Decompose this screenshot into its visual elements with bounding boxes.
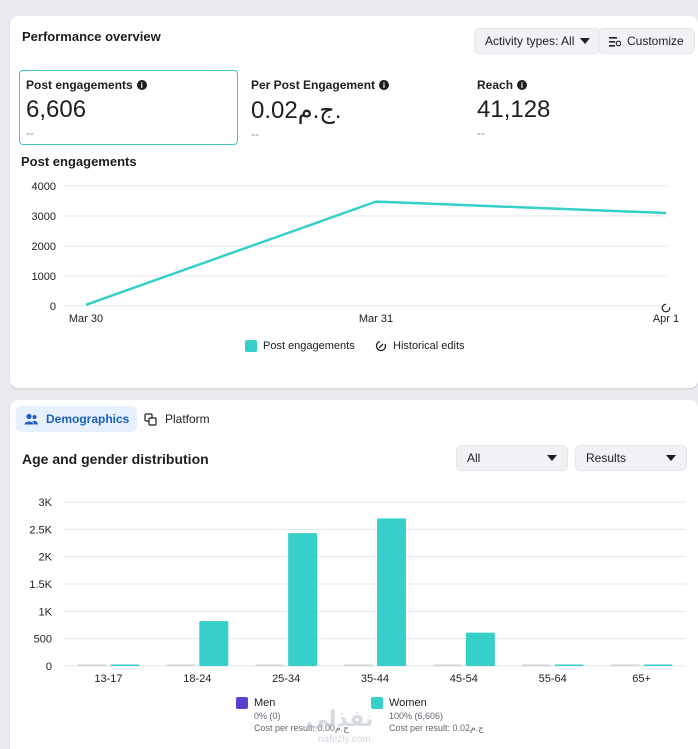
metric-post-engagements[interactable]: Post engagements i 6,606 -- bbox=[19, 70, 238, 145]
y-tick-label: 0 bbox=[50, 301, 56, 313]
metric-label: Post engagements bbox=[26, 78, 133, 92]
x-tick-label: 18-24 bbox=[183, 673, 211, 685]
bar-men bbox=[344, 664, 373, 666]
bar-women bbox=[288, 533, 318, 666]
caret-down-icon bbox=[547, 455, 557, 461]
metric-value: 6,606 bbox=[26, 96, 87, 123]
legend-label: Women bbox=[389, 697, 427, 709]
series-line-post-engagements bbox=[85, 200, 667, 306]
bar-women bbox=[377, 518, 406, 666]
historical-edit-marker-icon bbox=[661, 303, 671, 313]
age-gender-bar-chart: 0 500 1K 1.5K 2K 2.5K 3K 13-17 18-24 25-34 35-44 45… bbox=[29, 497, 686, 685]
people-icon bbox=[24, 413, 38, 425]
activity-types-dropdown[interactable]: Activity types: All bbox=[474, 28, 602, 54]
info-icon[interactable]: i bbox=[136, 80, 147, 90]
bar-men bbox=[77, 664, 107, 666]
men-stat: 0% (0) bbox=[254, 711, 281, 721]
x-tick-label: Mar 31 bbox=[359, 313, 393, 325]
customize-button[interactable]: Customize bbox=[598, 28, 695, 54]
women-cost: Cost per result: 0.02ج.م bbox=[389, 723, 484, 733]
watermark-logo: نفذلي bbox=[306, 706, 374, 731]
legend-women[interactable]: Women 100% (6,606) Cost per result: 0.02… bbox=[371, 697, 484, 734]
age-gender-title: Age and gender distribution bbox=[22, 451, 209, 467]
post-engagements-line-chart: 0 1000 2000 3000 4000 Mar 30 Mar 31 Apr 1 bbox=[32, 181, 680, 325]
x-tick-label: Apr 1 bbox=[653, 313, 679, 325]
metric-per-post-engagement[interactable]: Per Post Engagement i 0.02ج.م. -- bbox=[251, 78, 390, 141]
metric-reach[interactable]: Reach i 41,128 -- bbox=[477, 78, 550, 140]
legend-post-engagements[interactable]: Post engagements bbox=[245, 340, 355, 352]
customize-icon bbox=[609, 36, 621, 47]
filter-all-dropdown[interactable]: All bbox=[456, 445, 568, 471]
demographics-card: Demographics Platform Age and gender dis… bbox=[10, 400, 698, 749]
bar-women bbox=[110, 664, 140, 666]
legend-men[interactable]: Men 0% (0) Cost per result: 0.00ج.م bbox=[236, 697, 349, 734]
metric-label: Reach bbox=[477, 78, 514, 92]
performance-overview-card: Performance overview Activity types: All… bbox=[10, 16, 698, 388]
legend-label: Post engagements bbox=[263, 340, 355, 352]
bar-men bbox=[166, 664, 196, 666]
info-icon[interactable]: i bbox=[379, 80, 390, 90]
metric-comparison: -- bbox=[477, 126, 485, 140]
metric-value: 0.02ج.م. bbox=[251, 97, 342, 124]
x-tick-label: 35-44 bbox=[361, 673, 389, 685]
bar-men bbox=[255, 664, 285, 666]
x-tick-label: 45-54 bbox=[450, 673, 478, 685]
y-tick-label: 3K bbox=[39, 497, 53, 509]
y-tick-label: 0 bbox=[46, 661, 52, 673]
tab-demographics[interactable]: Demographics bbox=[16, 406, 138, 432]
metric-comparison: -- bbox=[26, 126, 34, 140]
historical-edits-icon bbox=[375, 340, 387, 352]
y-tick-label: 4000 bbox=[32, 181, 56, 193]
bar-men bbox=[610, 664, 640, 666]
men-cost: Cost per result: 0.00ج.م bbox=[254, 723, 349, 733]
bar-men bbox=[521, 664, 551, 666]
legend-swatch bbox=[236, 697, 248, 709]
filter-all-label: All bbox=[467, 451, 481, 465]
customize-label: Customize bbox=[627, 34, 684, 48]
tab-platform[interactable]: Platform bbox=[136, 406, 218, 432]
bar-women bbox=[199, 621, 229, 666]
filter-results-dropdown[interactable]: Results bbox=[575, 445, 687, 471]
tab-label: Demographics bbox=[46, 412, 130, 426]
legend-swatch bbox=[245, 340, 257, 352]
info-icon[interactable]: i bbox=[517, 80, 528, 90]
line-chart-title: Post engagements bbox=[21, 154, 137, 169]
legend-label: Historical edits bbox=[393, 340, 465, 352]
filter-results-label: Results bbox=[586, 451, 627, 465]
y-tick-label: 2000 bbox=[32, 241, 56, 253]
bar-men bbox=[432, 664, 462, 666]
metric-value: 41,128 bbox=[477, 96, 551, 123]
caret-down-icon bbox=[666, 455, 676, 461]
y-tick-label: 2.5K bbox=[29, 524, 52, 536]
x-tick-label: 25-34 bbox=[272, 673, 300, 685]
activity-types-label: Activity types: All bbox=[485, 34, 575, 48]
caret-down-icon bbox=[580, 38, 591, 44]
platform-icon bbox=[144, 412, 157, 426]
x-tick-label: 13-17 bbox=[94, 673, 122, 685]
x-tick-label: 65+ bbox=[632, 673, 651, 685]
legend-swatch bbox=[371, 697, 383, 709]
tab-label: Platform bbox=[165, 412, 210, 426]
metric-comparison: -- bbox=[251, 127, 259, 141]
bar-women bbox=[465, 632, 495, 666]
legend-historical-edits[interactable]: Historical edits bbox=[375, 340, 465, 352]
bar-women bbox=[554, 664, 584, 666]
watermark-url: nafezly.com bbox=[318, 734, 371, 745]
x-tick-label: 55-64 bbox=[539, 673, 567, 685]
metric-label: Per Post Engagement bbox=[251, 78, 376, 92]
y-tick-label: 1K bbox=[39, 606, 53, 618]
y-tick-label: 1000 bbox=[32, 271, 56, 283]
performance-title: Performance overview bbox=[22, 29, 161, 44]
y-tick-label: 500 bbox=[34, 634, 52, 646]
y-tick-label: 1.5K bbox=[29, 579, 52, 591]
x-tick-label: Mar 30 bbox=[69, 313, 103, 325]
y-tick-label: 2K bbox=[39, 552, 53, 564]
women-stat: 100% (6,606) bbox=[389, 711, 444, 721]
y-tick-label: 3000 bbox=[32, 211, 56, 223]
bar-women bbox=[643, 664, 673, 666]
legend-label: Men bbox=[254, 697, 276, 709]
